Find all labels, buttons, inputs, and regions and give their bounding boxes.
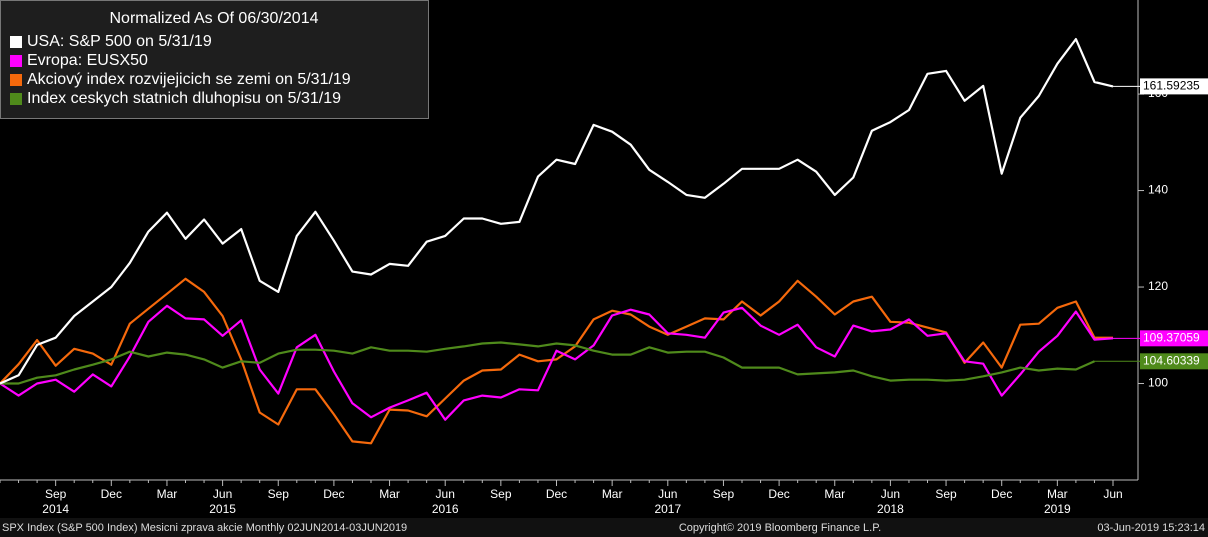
x-tick-label: Mar — [157, 487, 178, 501]
x-year-label: 2018 — [877, 502, 904, 516]
value-label: 161.59235 — [1143, 79, 1200, 93]
value-label: 104.60339 — [1143, 353, 1200, 367]
x-tick-label: Sep — [490, 487, 512, 501]
legend-label: Akciový index rozvijejicich se zemi on 5… — [27, 71, 351, 88]
footer-center: Copyright© 2019 Bloomberg Finance L.P. — [679, 522, 881, 534]
legend-swatch — [10, 74, 22, 86]
value-tag — [1140, 78, 1208, 95]
legend-swatch — [10, 36, 22, 48]
x-tick-label: Dec — [991, 487, 1012, 501]
x-tick-label: Dec — [323, 487, 344, 501]
x-tick-label: Mar — [1047, 487, 1068, 501]
legend-swatch — [10, 93, 22, 105]
x-tick-label: Dec — [546, 487, 567, 501]
value-label: 109.37059 — [1143, 330, 1200, 344]
value-tag — [1140, 353, 1208, 370]
footer-left: SPX Index (S&P 500 Index) Mesicni zprava… — [2, 522, 407, 534]
x-tick-label: Dec — [101, 487, 122, 501]
legend: Normalized As Of 06/30/2014 USA: S&P 500… — [0, 0, 429, 119]
legend-swatch — [10, 55, 22, 67]
series-line — [0, 38, 1114, 385]
y-tick-label: 140 — [1148, 183, 1168, 197]
series-line — [0, 304, 1114, 421]
series-line — [0, 341, 1095, 385]
y-tick-label: 120 — [1148, 279, 1168, 293]
x-tick-label: Mar — [824, 487, 845, 501]
x-tick-label: Jun — [658, 487, 677, 501]
x-tick-label: Jun — [436, 487, 455, 501]
x-year-label: 2016 — [432, 502, 459, 516]
legend-label: USA: S&P 500 on 5/31/19 — [27, 33, 212, 50]
x-tick-label: Sep — [935, 487, 957, 501]
x-year-label: 2017 — [654, 502, 681, 516]
series-line — [0, 277, 1113, 445]
plot — [0, 38, 1114, 445]
x-tick-label: Jun — [1103, 487, 1122, 501]
footer-bar — [0, 518, 1208, 537]
x-year-label: 2014 — [42, 502, 69, 516]
footer-right: 03-Jun-2019 15:23:14 — [1097, 522, 1205, 534]
legend-box — [0, 0, 429, 119]
x-tick-label: Sep — [713, 487, 735, 501]
x-tick-label: Sep — [268, 487, 290, 501]
x-year-label: 2015 — [209, 502, 236, 516]
x-tick-label: Sep — [45, 487, 67, 501]
value-tag — [1140, 330, 1208, 347]
x-tick-label: Mar — [379, 487, 400, 501]
legend-label: Evropa: EUSX50 — [27, 52, 148, 69]
x-tick-label: Jun — [881, 487, 900, 501]
x-tick-label: Mar — [602, 487, 623, 501]
legend-label: Index ceskych statnich dluhopisu on 5/31… — [27, 90, 341, 107]
x-year-label: 2019 — [1044, 502, 1071, 516]
legend-title: Normalized As Of 06/30/2014 — [109, 10, 318, 27]
x-tick-label: Jun — [213, 487, 232, 501]
x-tick-label: Dec — [768, 487, 789, 501]
y-tick-label: 100 — [1148, 376, 1168, 390]
